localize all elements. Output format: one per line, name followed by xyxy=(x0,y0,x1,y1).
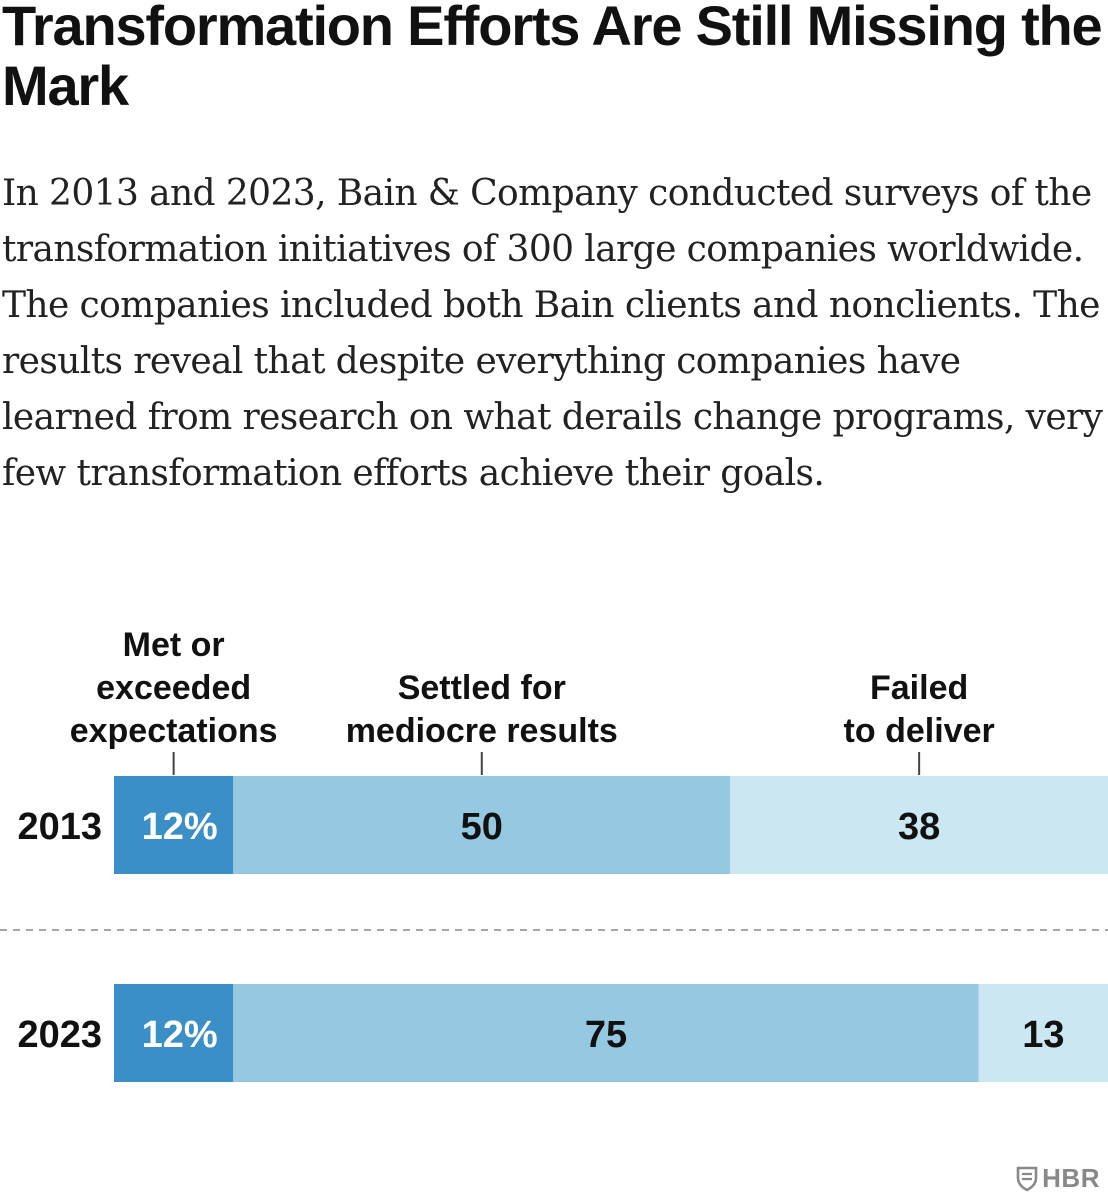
data-label-2023-series-2: 75 xyxy=(585,1014,627,1056)
stacked-bar-chart: Met or exceeded expectations Settled for med… xyxy=(0,626,1108,1082)
chart-subtitle: In 2013 and 2023, Bain & Company conduct… xyxy=(2,173,1103,494)
bar-2023-series-3 xyxy=(978,984,1108,1082)
shield-icon xyxy=(1016,1166,1038,1191)
series-header-1-line-3: expectations xyxy=(70,712,278,750)
bar-2023-series-2 xyxy=(233,984,979,1082)
series-header-2-line-2: mediocre results xyxy=(346,712,618,750)
series-header-1-line-1: Met or xyxy=(123,626,225,664)
series-header-3-line-1: Failed xyxy=(870,669,968,707)
bar-2023-series-1 xyxy=(114,984,234,1082)
logo-text: HBR xyxy=(1042,1163,1100,1193)
series-header-3-line-2: to deliver xyxy=(844,712,995,750)
data-label-2023-series-1: 12% xyxy=(142,1014,218,1056)
year-label-2023: 2023 xyxy=(17,1014,102,1056)
year-label-2013: 2013 xyxy=(17,806,102,848)
series-header-2-line-1: Settled for xyxy=(398,669,566,707)
bar-2013-series-1 xyxy=(114,776,234,874)
chart-title: Transformation Efforts Are Still Missing… xyxy=(2,0,1103,117)
data-label-2013-series-3: 38 xyxy=(898,806,940,848)
series-header-1-line-2: exceeded xyxy=(96,669,251,707)
data-label-2013-series-2: 50 xyxy=(461,806,503,848)
data-label-2013-series-1: 12% xyxy=(142,806,218,848)
bar-2013-series-3 xyxy=(730,776,1108,874)
data-label-2023-series-3: 13 xyxy=(1022,1014,1064,1056)
hbr-logo: HBR xyxy=(1016,1163,1100,1194)
bar-2013-series-2 xyxy=(233,776,731,874)
